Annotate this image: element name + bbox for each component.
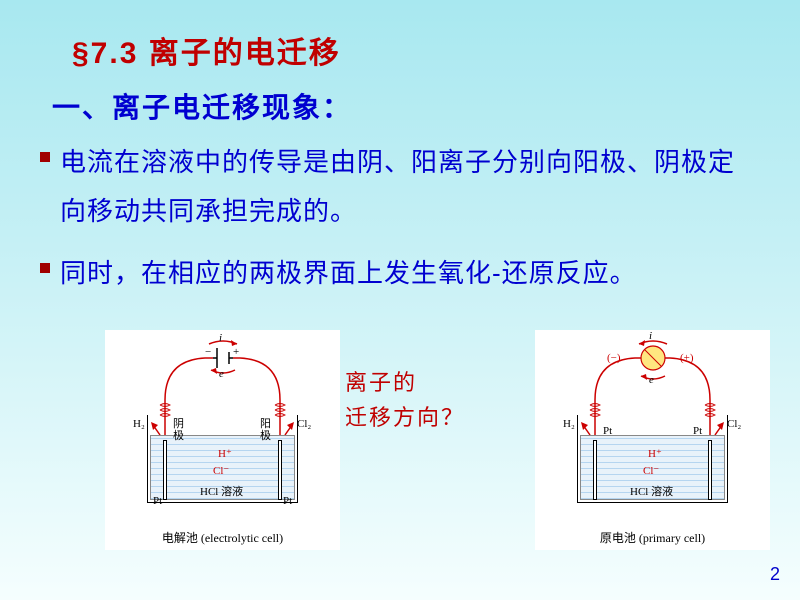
bullet-marker: [40, 152, 50, 162]
caption-right: 原电池 (primary cell): [535, 529, 770, 546]
diagram-row: i − + e H₂ Cl₂ 阴 极 阳 极 H⁺ Cl⁻ HCl 溶液 Pt …: [0, 330, 800, 550]
label-hplus: H⁺: [218, 447, 232, 460]
label-plus: (+): [680, 352, 694, 364]
label-solution: HCl 溶液: [200, 483, 243, 499]
bullet-1-text: 电流在溶液中的传导是由阴、阳离子分别向阳极、阴极定向移动共同承担完成的。: [60, 138, 760, 237]
label-cl2: Cl₂: [297, 418, 311, 430]
caption-left: 电解池 (electrolytic cell): [105, 529, 340, 546]
page-number: 2: [770, 564, 780, 585]
label-i: i: [219, 332, 222, 344]
label-h2: H₂: [563, 418, 575, 430]
bullet-1: 电流在溶液中的传导是由阴、阳离子分别向阳极、阴极定向移动共同承担完成的。: [0, 126, 800, 237]
label-solution: HCl 溶液: [630, 483, 673, 499]
neg-electrode: [593, 440, 597, 500]
label-anode: 阳 极: [260, 418, 271, 442]
label-e: e: [219, 368, 224, 380]
cathode-electrode: [163, 440, 167, 500]
label-pt-top-right: Pt: [693, 425, 702, 437]
label-hplus: H⁺: [648, 447, 662, 460]
label-cl2: Cl₂: [727, 418, 741, 430]
label-i: i: [649, 330, 652, 342]
section-subtitle: 一、离子电迁移现象：: [0, 72, 800, 126]
label-e: e: [649, 374, 654, 386]
label-cathode: 阴 极: [173, 418, 184, 442]
label-clminus: Cl⁻: [643, 464, 659, 477]
anode-electrode: [278, 440, 282, 500]
diagram-electrolytic-cell: i − + e H₂ Cl₂ 阴 极 阳 极 H⁺ Cl⁻ HCl 溶液 Pt …: [105, 330, 340, 550]
label-minus: (−): [607, 352, 621, 364]
section-title: §7.3 离子的电迁移: [0, 0, 800, 72]
label-pt-top-left: Pt: [603, 425, 612, 437]
bullet-2: 同时，在相应的两极界面上发生氧化-还原反应。: [0, 237, 800, 298]
label-minus: −: [205, 346, 211, 358]
label-plus: +: [233, 346, 239, 358]
diagram-primary-cell: i (−) (+) e H₂ Cl₂ Pt Pt H⁺ Cl⁻ HCl 溶液 原…: [535, 330, 770, 550]
label-clminus: Cl⁻: [213, 464, 229, 477]
pos-electrode: [708, 440, 712, 500]
label-pt-right: Pt: [283, 495, 292, 507]
bullet-2-text: 同时，在相应的两极界面上发生氧化-还原反应。: [60, 249, 637, 298]
bullet-marker: [40, 263, 50, 273]
label-pt-left: Pt: [153, 495, 162, 507]
label-h2: H₂: [133, 418, 145, 430]
